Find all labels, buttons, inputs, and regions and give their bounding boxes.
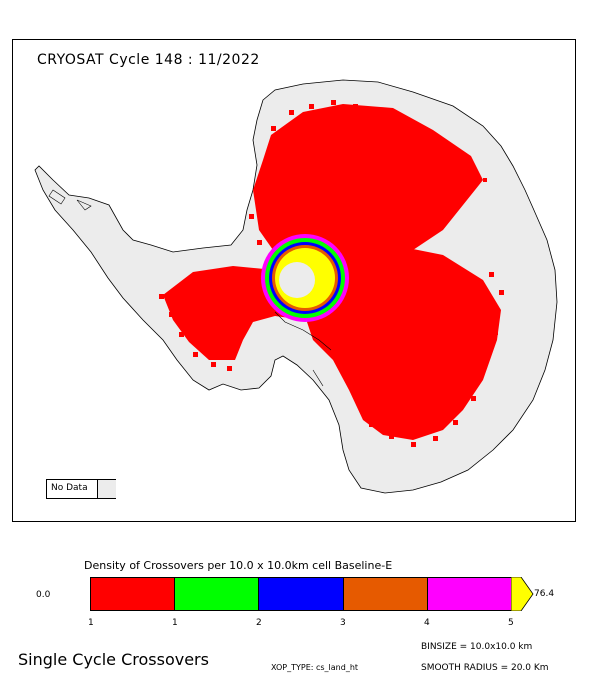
antarctica-map <box>34 79 558 494</box>
map-title: CRYOSAT Cycle 148 : 11/2022 <box>37 52 260 68</box>
nodata-label: No Data <box>51 483 88 493</box>
scale-tick-0: 1 <box>88 618 94 628</box>
scale-tick-5: 5 <box>508 618 514 628</box>
scale-tick-2: 2 <box>256 618 262 628</box>
scale-tick-1: 1 <box>172 618 178 628</box>
map-frame: CRYOSAT Cycle 148 : 11/2022 <box>12 39 576 522</box>
red-scatter-points <box>159 100 504 447</box>
scale-segment-orange <box>343 578 428 610</box>
footer-title: Single Cycle Crossovers <box>18 650 209 669</box>
nodata-swatch <box>97 480 116 498</box>
binsize-label: BINSIZE = 10.0x10.0 km <box>421 642 533 652</box>
scale-overflow-arrow-shape <box>511 577 534 611</box>
scale-segment-magenta <box>427 578 512 610</box>
scale-tick-3: 3 <box>340 618 346 628</box>
scale-segment-green <box>175 578 260 610</box>
smooth-radius-label: SMOOTH RADIUS = 20.0 Km <box>421 663 549 673</box>
scale-segment-blue <box>259 578 344 610</box>
legend-max-label: 76.4 <box>534 589 555 599</box>
peninsula-islands <box>48 189 92 211</box>
pole-hole <box>279 262 315 298</box>
scale-tick-4: 4 <box>424 618 430 628</box>
pole-ring <box>261 234 349 322</box>
ice-shelf-outline <box>274 311 332 387</box>
nodata-legend: No Data <box>46 479 116 499</box>
xop-type-label: XOP_TYPE: cs_land_ht <box>271 663 359 672</box>
color-scale-bar <box>90 577 512 611</box>
legend-title: Density of Crossovers per 10.0 x 10.0km … <box>84 559 393 572</box>
legend-min-label: 0.0 <box>36 590 51 600</box>
scale-overflow-arrow <box>511 577 534 611</box>
scale-segment-red <box>91 578 176 610</box>
